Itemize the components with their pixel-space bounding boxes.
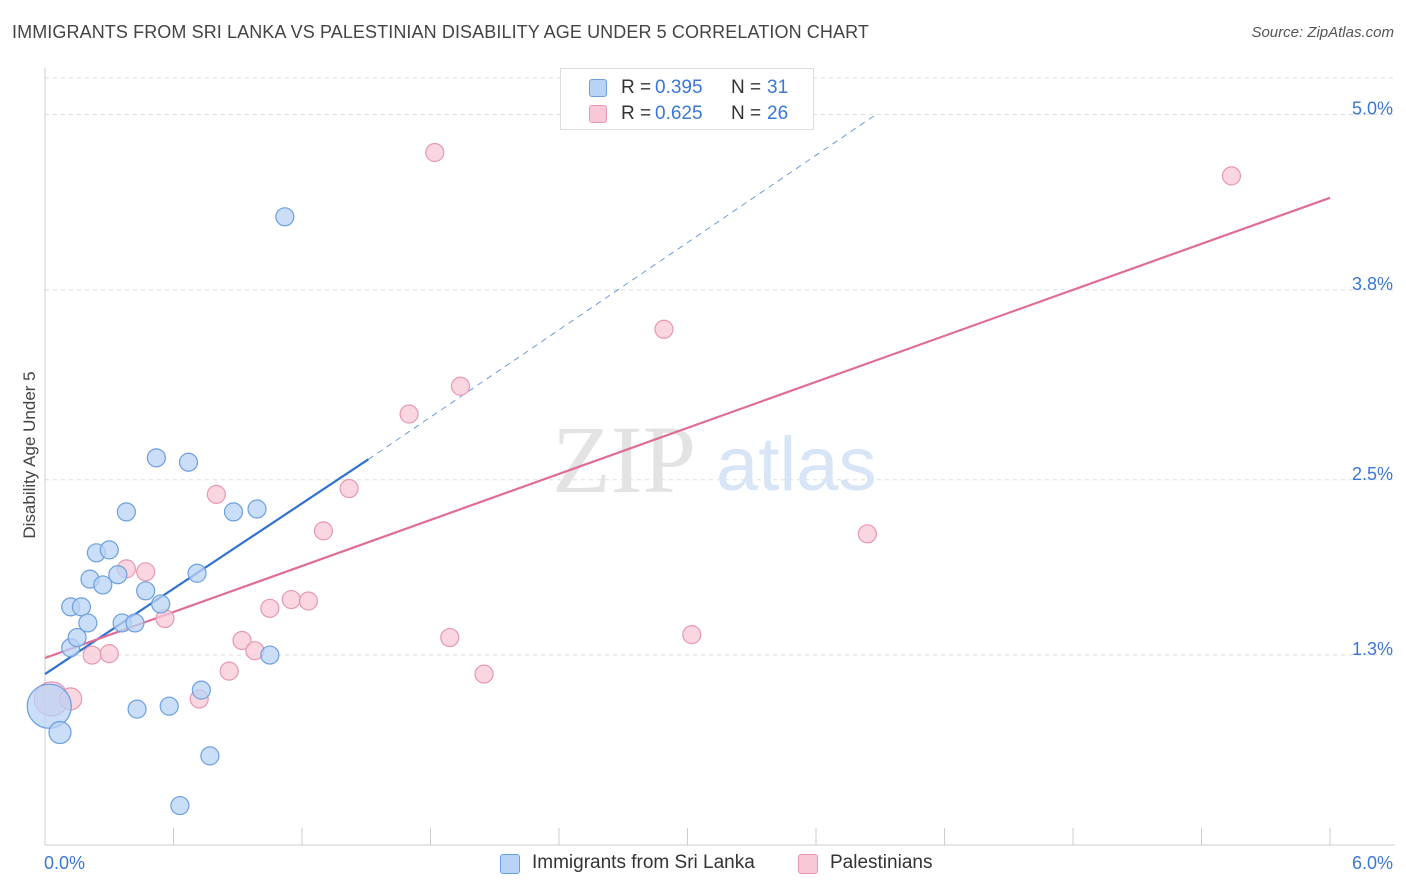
point-sri-lanka (67, 627, 87, 648)
x-tick-label: 0.0% (44, 853, 85, 873)
point-sri-lanka (26, 683, 72, 729)
legend-label: Immigrants from Sri Lanka (532, 852, 755, 873)
blue-swatch (589, 79, 607, 97)
point-palestinians (82, 645, 102, 665)
x-tick-label: 6.0% (1352, 853, 1393, 873)
y-tick-label: 5.0% (1352, 99, 1393, 119)
point-sri-lanka (125, 613, 145, 633)
point-sri-lanka (178, 452, 199, 472)
blue-swatch (500, 854, 520, 874)
pink-swatch (798, 854, 818, 874)
grid-layer (45, 77, 1395, 656)
point-palestinians (136, 562, 156, 582)
source-label: Source: ZipAtlas.com (1251, 24, 1394, 41)
y-tick-label: 2.5% (1352, 464, 1393, 484)
point-palestinians (1221, 166, 1242, 186)
data-points (26, 142, 1242, 816)
trend-line-palestinians (44, 196, 1331, 660)
n-value: 26 (767, 103, 789, 124)
chart-title: IMMIGRANTS FROM SRI LANKA VS PALESTINIAN… (12, 22, 869, 42)
point-sri-lanka (146, 448, 166, 468)
watermark: ZIP atlas (552, 406, 877, 513)
point-palestinians (339, 478, 359, 499)
n-label: N = (731, 77, 762, 98)
trend-line-sri-lanka (44, 458, 370, 675)
point-sri-lanka (223, 502, 244, 522)
point-sri-lanka (151, 594, 171, 614)
r-label: R = (621, 77, 652, 98)
point-sri-lanka (99, 540, 119, 560)
point-sri-lanka (48, 720, 72, 745)
watermark-atlas: atlas (716, 422, 877, 507)
point-palestinians (682, 625, 702, 645)
point-palestinians (281, 589, 301, 610)
point-sri-lanka (78, 613, 98, 633)
point-palestinians (313, 521, 334, 541)
y-tick-label: 1.3% (1352, 639, 1393, 659)
axis-labels: 1.3% 2.5% 3.8% 5.0% 0.0% 6.0% Disability Age U… (20, 99, 1393, 873)
r-value: 0.395 (655, 77, 703, 98)
n-value: 31 (767, 77, 789, 98)
point-palestinians (425, 142, 445, 163)
y-tick-label: 3.8% (1352, 274, 1393, 294)
point-palestinians (298, 591, 319, 611)
point-palestinians (399, 404, 419, 424)
point-sri-lanka (108, 565, 128, 585)
point-sri-lanka (247, 499, 267, 519)
point-palestinians (206, 484, 226, 504)
watermark-zip: ZIP (552, 406, 696, 513)
point-sri-lanka (127, 699, 147, 719)
point-sri-lanka (116, 502, 136, 522)
point-palestinians (857, 524, 878, 544)
point-palestinians (474, 664, 494, 684)
point-sri-lanka (275, 207, 295, 227)
point-sri-lanka (191, 680, 211, 700)
point-sri-lanka (136, 581, 156, 601)
point-palestinians (260, 598, 280, 618)
trend-line-sri-lanka-extension (368, 114, 877, 460)
point-palestinians (219, 661, 239, 681)
point-sri-lanka (159, 696, 179, 716)
point-sri-lanka (71, 597, 92, 617)
point-sri-lanka (260, 645, 280, 665)
r-label: R = (621, 103, 652, 124)
r-value: 0.625 (655, 103, 703, 124)
n-label: N = (731, 103, 762, 124)
y-axis-title: Disability Age Under 5 (20, 371, 39, 538)
point-palestinians (450, 376, 471, 396)
point-sri-lanka (170, 795, 190, 816)
point-sri-lanka (200, 746, 220, 766)
correlation-legend: R = 0.395 N = 31 R = 0.625 N = 26 (560, 68, 814, 130)
point-palestinians (232, 630, 252, 651)
trend-lines (44, 114, 1331, 675)
point-palestinians (99, 644, 119, 664)
point-palestinians (654, 319, 674, 339)
point-palestinians (440, 627, 460, 648)
point-sri-lanka (187, 563, 207, 583)
point-sri-lanka (93, 575, 113, 595)
legend-label: Palestinians (830, 852, 933, 873)
pink-swatch (589, 105, 607, 123)
